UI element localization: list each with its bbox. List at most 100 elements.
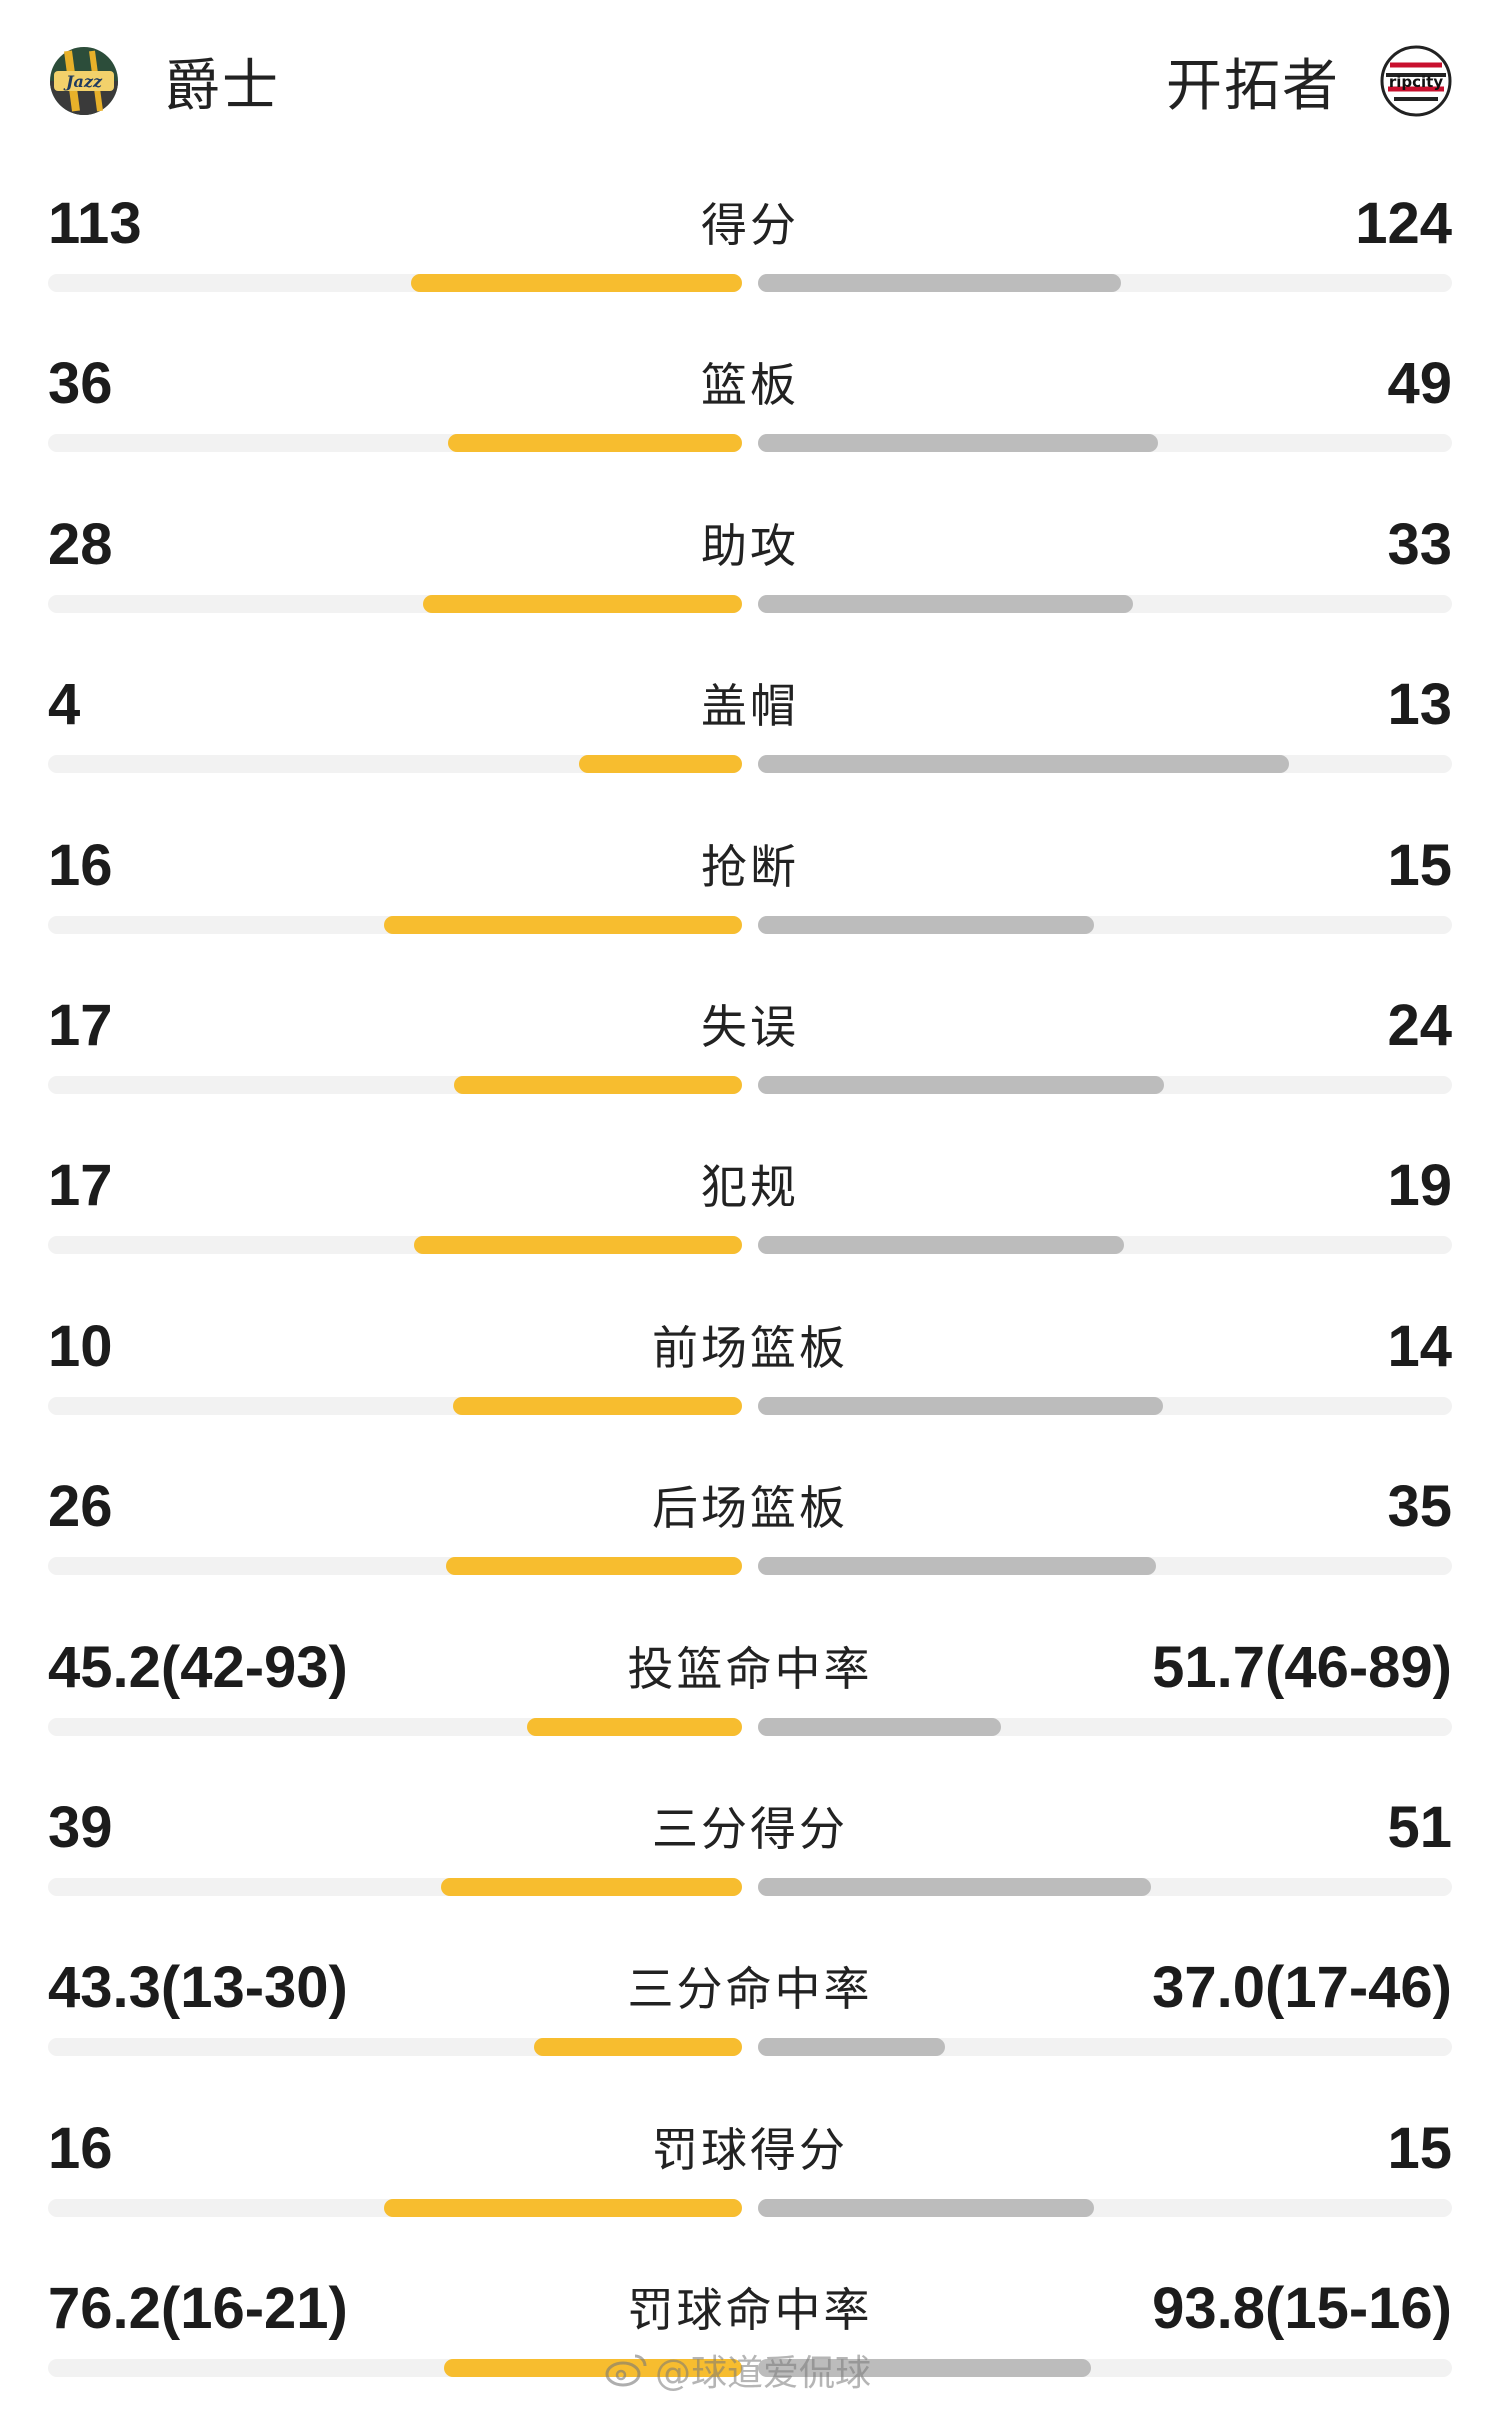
away-bar bbox=[758, 1877, 1151, 1896]
home-team[interactable]: Jazz 爵士 bbox=[48, 36, 280, 126]
home-bar-track bbox=[48, 1557, 742, 1576]
home-bar bbox=[414, 1236, 742, 1255]
home-stat-value: 43.3(13-30) bbox=[48, 1955, 348, 2021]
away-bar bbox=[758, 1396, 1163, 1415]
home-bar bbox=[411, 274, 742, 292]
stat-label: 得分 bbox=[701, 198, 799, 252]
team-header: Jazz 爵士 开拓者 ripcity bbox=[0, 0, 1500, 165]
stat-row: 26 后场篮板 35 bbox=[0, 1448, 1500, 1608]
stat-label: 三分得分 bbox=[652, 1801, 848, 1856]
home-stat-value: 17 bbox=[48, 992, 113, 1058]
away-stat-value: 19 bbox=[1387, 1153, 1452, 1219]
away-team-name: 开拓者 bbox=[1166, 53, 1340, 119]
away-stat-value: 37.0(17-46) bbox=[1152, 1955, 1452, 2021]
stat-row: 113 得分 124 bbox=[0, 165, 1500, 325]
home-stat-value: 17 bbox=[48, 1153, 113, 1219]
stat-row: 39 三分得分 51 bbox=[0, 1769, 1500, 1929]
away-bar-track bbox=[758, 755, 1452, 774]
away-bar-track bbox=[758, 2198, 1452, 2217]
stat-label: 投篮命中率 bbox=[627, 1641, 873, 1696]
away-bar bbox=[758, 1717, 1001, 1736]
stat-row: 16 罚球得分 15 bbox=[0, 2090, 1500, 2250]
home-bar-track bbox=[48, 274, 742, 292]
away-bar-track bbox=[758, 915, 1452, 934]
away-bar-track bbox=[758, 2359, 1452, 2378]
home-stat-value: 28 bbox=[48, 511, 113, 577]
away-bar-track bbox=[758, 1717, 1452, 1736]
home-bar bbox=[579, 755, 742, 774]
away-bar bbox=[758, 2359, 1091, 2378]
away-stat-value: 24 bbox=[1387, 992, 1452, 1058]
away-bar bbox=[758, 2038, 945, 2057]
away-bar-track bbox=[758, 434, 1452, 453]
away-bar bbox=[758, 755, 1289, 774]
away-bar bbox=[758, 434, 1158, 453]
away-stat-value: 13 bbox=[1387, 672, 1452, 738]
stat-label: 失误 bbox=[701, 999, 799, 1054]
home-bar bbox=[444, 2359, 742, 2378]
away-stat-value: 15 bbox=[1387, 832, 1452, 898]
stat-row: 36 篮板 49 bbox=[0, 325, 1500, 485]
home-bar bbox=[441, 1877, 742, 1896]
stat-row: 45.2(42-93) 投篮命中率 51.7(46-89) bbox=[0, 1609, 1500, 1769]
home-bar-track bbox=[48, 1717, 742, 1736]
stat-row: 17 失误 24 bbox=[0, 967, 1500, 1127]
stat-row: 28 助攻 33 bbox=[0, 486, 1500, 646]
away-bar bbox=[758, 2198, 1094, 2217]
away-bar-track bbox=[758, 2038, 1452, 2057]
away-bar-track bbox=[758, 274, 1452, 292]
home-bar bbox=[527, 1717, 742, 1736]
away-stat-value: 93.8(15-16) bbox=[1152, 2276, 1452, 2342]
stat-label: 抢断 bbox=[701, 839, 799, 894]
home-bar-track bbox=[48, 1075, 742, 1094]
stat-row: 4 盖帽 13 bbox=[0, 646, 1500, 806]
home-bar bbox=[454, 1075, 742, 1094]
away-stat-value: 33 bbox=[1387, 511, 1452, 577]
away-bar-track bbox=[758, 1877, 1452, 1896]
stat-row: 10 前场篮板 14 bbox=[0, 1288, 1500, 1448]
away-stat-value: 35 bbox=[1387, 1474, 1452, 1540]
home-bar bbox=[384, 915, 742, 934]
trail-blazers-logo-icon: ripcity bbox=[1380, 45, 1452, 117]
away-bar-track bbox=[758, 1396, 1452, 1415]
home-bar-track bbox=[48, 915, 742, 934]
away-bar-track bbox=[758, 594, 1452, 613]
stat-label: 后场篮板 bbox=[652, 1481, 848, 1536]
away-stat-value: 14 bbox=[1387, 1313, 1452, 1379]
home-bar-track bbox=[48, 1396, 742, 1415]
stat-row: 17 犯规 19 bbox=[0, 1127, 1500, 1287]
stat-label: 前场篮板 bbox=[652, 1320, 848, 1375]
home-bar bbox=[448, 434, 742, 453]
home-stat-value: 16 bbox=[48, 832, 113, 898]
home-bar-track bbox=[48, 755, 742, 774]
stat-row: 43.3(13-30) 三分命中率 37.0(17-46) bbox=[0, 1929, 1500, 2089]
away-stat-value: 51 bbox=[1387, 1794, 1452, 1860]
stat-label: 篮板 bbox=[701, 358, 799, 413]
home-bar-track bbox=[48, 594, 742, 613]
watermark-text: @球道爱侃球 bbox=[655, 2353, 872, 2394]
away-stat-value: 49 bbox=[1387, 351, 1452, 417]
svg-text:ripcity: ripcity bbox=[1389, 73, 1443, 91]
weibo-icon bbox=[605, 2354, 647, 2387]
home-bar bbox=[453, 1396, 742, 1415]
jazz-logo-icon: Jazz bbox=[50, 47, 118, 115]
home-bar bbox=[446, 1557, 742, 1576]
home-bar-track bbox=[48, 1877, 742, 1896]
away-team[interactable]: 开拓者 ripcity bbox=[1166, 36, 1452, 126]
home-stat-value: 36 bbox=[48, 351, 113, 417]
away-bar bbox=[758, 594, 1133, 613]
stat-row: 16 抢断 15 bbox=[0, 807, 1500, 967]
away-bar-track bbox=[758, 1557, 1452, 1576]
away-bar bbox=[758, 1236, 1124, 1255]
home-stat-value: 16 bbox=[48, 2115, 113, 2181]
stat-label: 助攻 bbox=[701, 518, 799, 573]
away-bar bbox=[758, 915, 1094, 934]
away-stat-value: 124 bbox=[1355, 191, 1452, 256]
home-stat-value: 76.2(16-21) bbox=[48, 2276, 348, 2342]
home-stat-value: 113 bbox=[48, 191, 142, 256]
home-bar-track bbox=[48, 2359, 742, 2378]
stat-label: 三分命中率 bbox=[627, 1962, 873, 2017]
home-bar bbox=[384, 2198, 742, 2217]
watermark: @球道爱侃球 bbox=[605, 2345, 871, 2395]
stat-label: 罚球命中率 bbox=[627, 2283, 873, 2338]
